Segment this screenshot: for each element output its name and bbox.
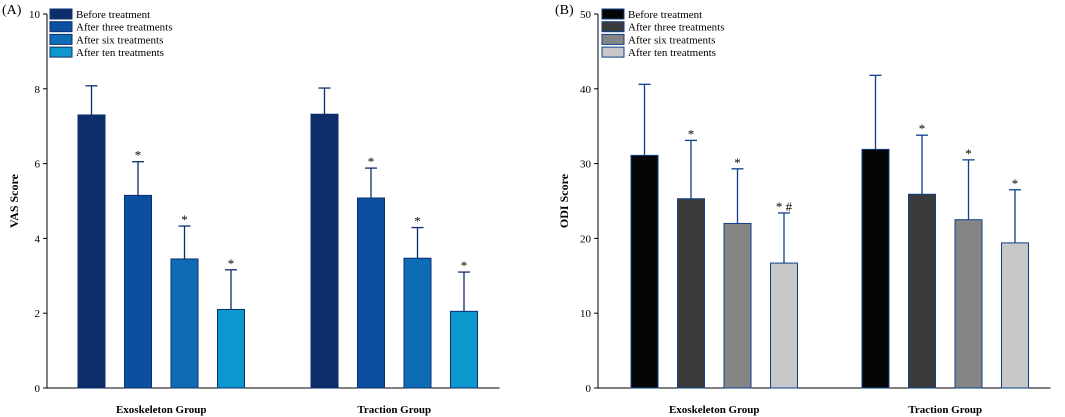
bar — [124, 194, 152, 389]
category-label: Exoskeleton Group — [116, 404, 207, 416]
legend-entry: After six treatments — [76, 34, 163, 46]
panel-label: (A) — [2, 3, 22, 18]
y-tick-label: 30 — [580, 159, 592, 171]
bar — [723, 222, 752, 389]
significance-mark: * — [461, 258, 468, 273]
bar — [954, 219, 983, 389]
bar — [403, 257, 432, 389]
bar — [450, 310, 478, 389]
significance-mark: * — [368, 154, 375, 169]
legend-swatch — [601, 21, 625, 33]
bar — [217, 308, 245, 389]
legend-entry: Before treatment — [628, 9, 702, 21]
bar — [677, 198, 705, 389]
significance-mark: * # — [776, 199, 793, 214]
bar — [861, 148, 890, 389]
bar — [770, 262, 798, 389]
significance-mark: * — [965, 146, 972, 161]
bar — [630, 154, 659, 389]
legend-entry: After three treatments — [76, 22, 173, 34]
significance-mark: * — [1012, 176, 1019, 191]
legend-swatch — [601, 8, 625, 20]
y-axis-title: VAS Score — [7, 173, 21, 228]
category-label: Traction Group — [357, 404, 431, 416]
bar — [357, 197, 385, 389]
y-tick-label: 4 — [35, 233, 41, 245]
significance-mark: * — [135, 148, 142, 163]
y-tick-label: 8 — [35, 84, 41, 96]
significance-mark: * — [181, 212, 188, 227]
bar — [77, 114, 106, 389]
legend-entry: After six treatments — [628, 34, 715, 46]
significance-mark: * — [228, 256, 235, 271]
panel-label: (B) — [555, 3, 574, 18]
legend-entry: After ten treatments — [76, 47, 164, 59]
y-tick-label: 0 — [586, 383, 592, 395]
significance-mark: * — [734, 155, 741, 170]
legend-entry: After three treatments — [628, 22, 725, 34]
bar — [908, 193, 936, 389]
bar — [310, 113, 339, 389]
legend-entry: After ten treatments — [628, 47, 716, 59]
y-tick-label: 10 — [580, 308, 592, 320]
y-tick-label: 10 — [29, 9, 41, 21]
legend-swatch — [49, 33, 73, 45]
y-tick-label: 2 — [35, 308, 41, 320]
legend-swatch — [601, 33, 625, 45]
legend-entry: Before treatment — [76, 9, 150, 21]
y-tick-label: 0 — [35, 383, 41, 395]
y-tick-label: 50 — [580, 9, 592, 21]
category-label: Exoskeleton Group — [669, 404, 760, 416]
chart-panel-1: (B) 0 10 20 30 40 50 ODI Score * * * * * # * Exoskelet… — [555, 3, 1051, 416]
significance-mark: * — [414, 214, 421, 229]
legend-swatch — [49, 8, 73, 20]
significance-mark: * — [688, 126, 695, 141]
category-label: Traction Group — [908, 404, 982, 416]
legend-swatch — [601, 46, 625, 58]
y-axis-title: ODI Score — [557, 173, 571, 228]
legend-swatch — [49, 21, 73, 33]
bar — [1001, 242, 1029, 389]
y-tick-label: 40 — [580, 84, 592, 96]
significance-mark: * — [919, 121, 926, 136]
y-tick-label: 6 — [35, 159, 41, 171]
y-tick-label: 20 — [580, 233, 592, 245]
bar — [170, 258, 199, 389]
legend-swatch — [49, 46, 73, 58]
chart-panel-0: (A) 0 2 4 6 8 10 VAS Score * * * * * * Exoskeleton Gro… — [2, 3, 500, 416]
